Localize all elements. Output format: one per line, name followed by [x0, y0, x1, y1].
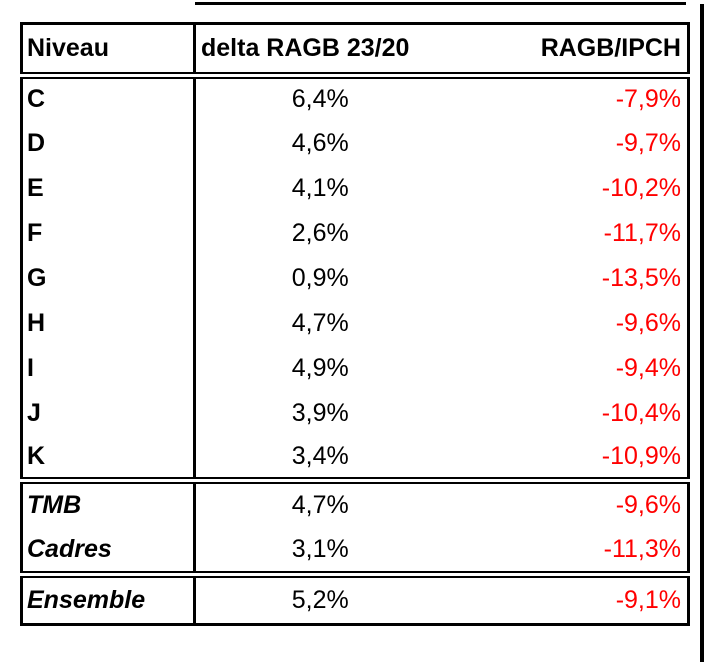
delta-cell: 3,9% [291, 398, 349, 427]
ratio-cell: -9,6% [615, 308, 681, 337]
ratio-cell: -13,5% [601, 263, 681, 292]
subtotals-section: TMB 4,7% -9,6% Cadres 3,1% -11,3% [21, 477, 689, 575]
ratio-cell: -9,7% [615, 128, 681, 157]
ratio-cell: -9,6% [444, 477, 689, 528]
ratio-cell: -10,9% [601, 441, 681, 470]
table-row: H 4,7% -9,6% [21, 300, 689, 346]
col-header-ragb-ipch: RAGB/IPCH [444, 23, 689, 79]
table-row: G 0,9% -13,5% [21, 255, 689, 301]
table-row: I 4,9% -9,4% [21, 345, 689, 391]
delta-cell: 4,1% [291, 173, 349, 202]
delta-cell: 3,4% [291, 441, 349, 470]
level-cell: D [21, 120, 196, 166]
level-cell: Cadres [21, 527, 196, 575]
table-row: TMB 4,7% -9,6% [21, 477, 689, 528]
delta-cell: 4,7% [194, 477, 445, 528]
delta-cell: 5,2% [194, 571, 445, 625]
delta-cell: 0,9% [291, 263, 349, 292]
delta-cell: 2,6% [291, 218, 349, 247]
level-cell: E [21, 165, 196, 211]
level-cell: K [21, 435, 196, 481]
level-cell: H [21, 300, 196, 346]
level-cell: Ensemble [21, 571, 196, 625]
delta-cell: 3,1% [291, 534, 349, 563]
delta-cell: 4,6% [291, 128, 349, 157]
table-row: D 4,6% -9,7% [21, 120, 689, 166]
delta-cell: 4,9% [291, 353, 349, 382]
table-row: J 3,9% -10,4% [21, 390, 689, 436]
table-row: Ensemble 5,2% -9,1% [21, 571, 689, 625]
table-row: F 2,6% -11,7% [21, 210, 689, 256]
levels-section: C 6,4% -7,9% D 4,6% -9,7% E 4,1% -10,2% … [21, 75, 689, 481]
col-header-niveau: Niveau [21, 23, 196, 79]
ratio-cell: -11,3% [603, 534, 681, 563]
level-cell: TMB [21, 477, 196, 528]
ratio-cell: -10,2% [601, 173, 681, 202]
table-row: K 3,4% -10,9% [21, 435, 689, 481]
header-row: Niveau delta RAGB 23/20 RAGB/IPCH [21, 23, 689, 79]
delta-cell: 4,7% [291, 308, 349, 337]
col-header-delta-ragb: delta RAGB 23/20 [194, 23, 445, 79]
level-cell: I [21, 345, 196, 391]
level-cell: J [21, 390, 196, 436]
delta-cell: 6,4% [291, 85, 349, 114]
level-cell: C [21, 75, 196, 121]
ratio-cell: -9,1% [444, 571, 689, 625]
table-row: C 6,4% -7,9% [21, 75, 689, 121]
ratio-cell: -7,9% [615, 85, 681, 114]
adjacent-cell-right-border [700, 4, 704, 662]
table-header: Niveau delta RAGB 23/20 RAGB/IPCH [21, 23, 689, 79]
ragb-ipch-table: Niveau delta RAGB 23/20 RAGB/IPCH C 6,4%… [20, 22, 690, 626]
ratio-cell: -10,4% [601, 398, 681, 427]
table-row: E 4,1% -10,2% [21, 165, 689, 211]
level-cell: G [21, 255, 196, 301]
ratio-cell: -11,7% [603, 218, 681, 247]
ensemble-section: Ensemble 5,2% -9,1% [21, 571, 689, 625]
level-cell: F [21, 210, 196, 256]
table-row: Cadres 3,1% -11,3% [21, 527, 689, 575]
ratio-cell: -9,4% [615, 353, 681, 382]
adjacent-cell-top-border [195, 2, 686, 5]
